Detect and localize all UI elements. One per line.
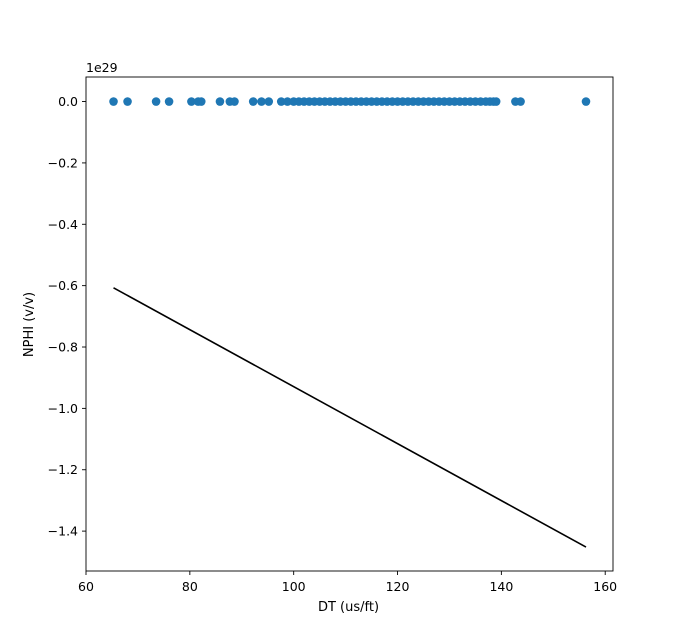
x-tick-label: 140	[489, 579, 513, 594]
y-tick-label: −0.6	[48, 278, 78, 293]
scatter-point	[257, 97, 266, 106]
y-offset-text: 1e29	[86, 60, 118, 75]
y-tick-label: 0.0	[58, 94, 78, 109]
scatter-point	[276, 97, 286, 106]
plot-frame	[85, 76, 614, 572]
x-tick-label: 120	[386, 579, 410, 594]
scatter-point	[151, 97, 161, 106]
y-tick-label: −0.4	[48, 217, 78, 232]
axes-layer: 60 80 100 120 140 160 0.0 −0.2 −0.4 −0.6 −0.8 −1.0 −…	[48, 76, 617, 594]
y-tick-label: −1.0	[48, 401, 78, 416]
scatter-point	[230, 97, 239, 106]
scatter-point	[187, 97, 196, 106]
scatter-point	[516, 97, 525, 106]
scatter-point	[109, 97, 118, 106]
y-tick-label: −0.8	[48, 340, 78, 355]
scatter-point	[264, 97, 274, 106]
scatter-point	[215, 97, 225, 106]
x-tick-label: 100	[282, 579, 306, 594]
y-axis-label: NPHI (v/v)	[22, 292, 37, 357]
scatter-point	[491, 97, 501, 106]
scatter-point	[123, 97, 132, 106]
scatter-point	[283, 97, 292, 106]
scatter-point	[196, 97, 206, 106]
scatter-point	[164, 97, 174, 106]
scatter-point	[248, 97, 258, 106]
x-tick-label: 160	[593, 579, 617, 594]
x-tick-label: 80	[182, 579, 198, 594]
scatter-point	[581, 97, 591, 106]
y-tick-label: −1.4	[48, 524, 78, 539]
x-axis-label: DT (us/ft)	[318, 600, 379, 615]
series-layer	[109, 97, 591, 548]
x-tick-label: 60	[78, 579, 94, 594]
y-tick-label: −1.2	[48, 462, 78, 477]
y-tick-label: −0.2	[48, 155, 78, 170]
regression-line	[113, 287, 587, 548]
